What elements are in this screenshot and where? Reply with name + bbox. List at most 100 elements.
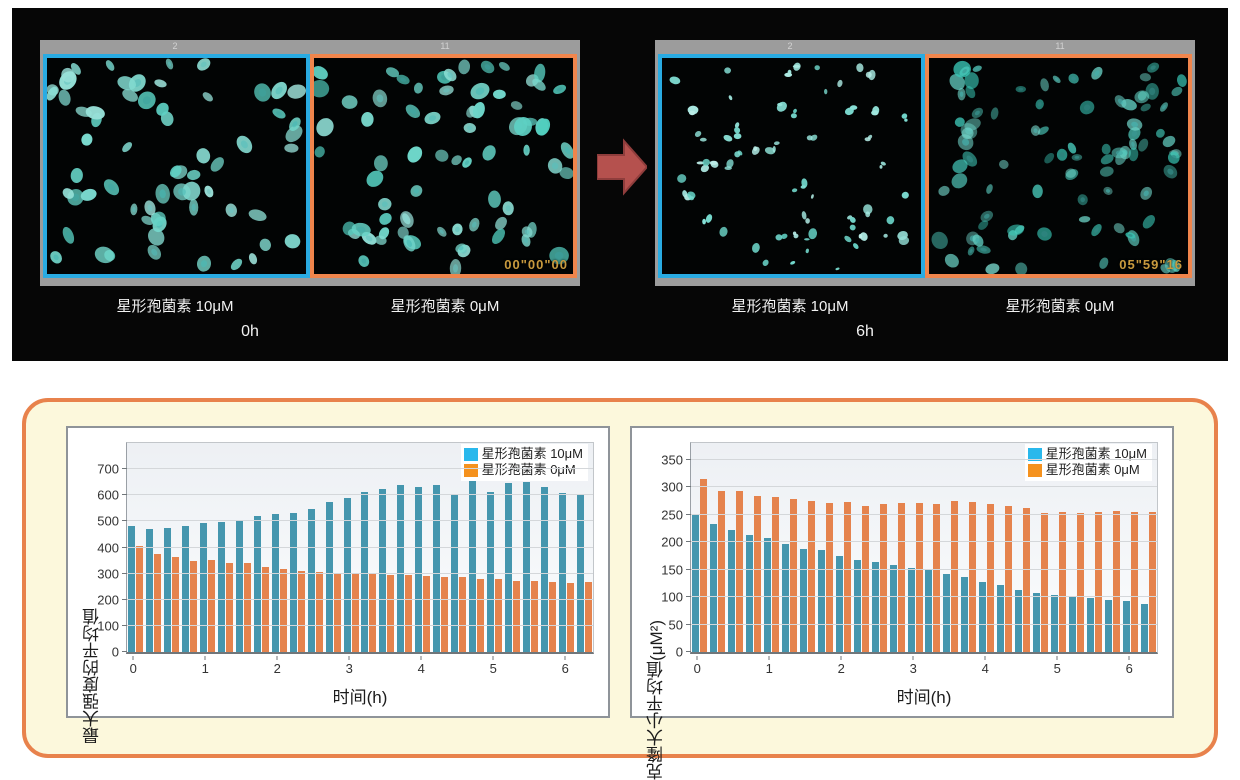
bar: [476, 579, 484, 652]
bar: [915, 502, 923, 652]
bar: [1130, 511, 1138, 652]
y-tick-mark: [122, 468, 127, 470]
bar-group: [1085, 443, 1103, 652]
bar: [1005, 506, 1013, 652]
bar: [933, 504, 941, 652]
cell-nuclei-image: [931, 60, 1187, 274]
bar-group: [127, 443, 145, 652]
bar-group: [217, 443, 235, 652]
bar: [200, 523, 208, 652]
timestamp-label: 00"00"00: [504, 257, 568, 272]
legend-swatch-icon: [1027, 447, 1042, 461]
x-tick-label: 6: [1125, 661, 1133, 676]
plot-area: 星形孢菌素 10μM 星形孢菌素 0μM 0 50 100 150 200 250 300 35…: [661, 442, 1158, 660]
cell-nuclei-image: [47, 58, 306, 272]
bar: [315, 571, 323, 652]
y-tick-label: 0: [675, 644, 683, 660]
filmstrip-6h: 2 11 05"59"16: [655, 40, 1195, 286]
bar: [540, 486, 548, 652]
legend-label: 星形孢菌素 0μM: [481, 462, 576, 477]
y-tick-mark: [686, 596, 691, 597]
bar: [907, 567, 915, 652]
legend-label: 星形孢菌素 0μM: [1045, 462, 1140, 477]
bar-group: [888, 443, 906, 652]
bar: [379, 488, 387, 652]
bar: [1112, 510, 1120, 652]
filmstrip-0h: 2 11 00"00"00: [40, 40, 580, 286]
bar-group: [360, 443, 378, 652]
plot-area: 星形孢菌素 10μM 星形孢菌素 0μM 0 100 200 300 400 500 600 7…: [97, 442, 594, 660]
bar: [271, 513, 279, 652]
bar: [879, 504, 887, 652]
x-tick-mark: [696, 656, 698, 660]
bar: [468, 480, 476, 652]
bar: [1076, 512, 1084, 652]
gridline: [127, 546, 593, 548]
bar: [218, 522, 226, 652]
x-tick-mark: [768, 656, 770, 660]
microscopy-image-10um-0h: [43, 54, 310, 278]
bar: [351, 574, 359, 652]
bar: [1094, 511, 1102, 652]
bar: [772, 497, 780, 652]
bar-group: [288, 443, 306, 652]
bar: [1148, 511, 1156, 652]
bar: [987, 504, 995, 652]
bar-group: [727, 443, 745, 652]
timestamp-label: 05"59"16: [1119, 257, 1183, 272]
bar: [387, 574, 395, 652]
x-tick-label: 0: [129, 661, 137, 676]
x-tick-label: 1: [201, 661, 209, 676]
gridline: [127, 624, 593, 626]
bar-group: [557, 443, 575, 652]
y-tick-mark: [686, 486, 691, 487]
bar: [807, 501, 815, 652]
y-tick-mark: [686, 623, 691, 625]
y-tick-label: 300: [97, 566, 119, 582]
x-tick-label: 2: [273, 661, 281, 676]
bar: [253, 515, 261, 652]
bar: [154, 554, 162, 652]
legend-swatch-icon: [1027, 463, 1042, 477]
y-tick-label: 600: [97, 487, 119, 503]
bar-series: [691, 443, 1157, 652]
bar-group: [485, 443, 503, 652]
x-axis-ticks: 0 1 2 3 4 5 6: [126, 656, 594, 678]
bar-group: [978, 443, 996, 652]
bar: [889, 565, 897, 652]
well-number-label: 2: [787, 41, 793, 51]
microscopy-panel: 2 11 00"00"00 星形孢菌素 10μM 星形孢菌素 0μM 0h 2 …: [12, 8, 1228, 361]
bar-group: [521, 443, 539, 652]
x-tick-label: 5: [489, 661, 497, 676]
time-label: 0h: [241, 323, 259, 340]
bar: [235, 520, 243, 652]
bar-group: [163, 443, 181, 652]
bar-series: [127, 443, 593, 652]
gridline: [691, 596, 1157, 597]
bar: [736, 490, 744, 652]
timepoint-group-0h: 2 11 00"00"00 星形孢菌素 10μM 星形孢菌素 0μM 0h: [40, 40, 580, 341]
x-tick-label: 2: [837, 661, 845, 676]
image-caption: 星形孢菌素 10μM: [116, 298, 234, 315]
x-axis-ticks: 0 1 2 3 4 5 6: [690, 656, 1158, 678]
y-tick-mark: [122, 494, 127, 496]
bar-group: [539, 443, 557, 652]
x-tick-mark: [132, 656, 134, 660]
y-tick-mark: [122, 520, 127, 522]
bar-group: [145, 443, 163, 652]
bar-group: [432, 443, 450, 652]
legend-swatch-icon: [463, 447, 478, 461]
bar: [710, 524, 718, 652]
bar: [746, 534, 754, 652]
bar: [226, 563, 234, 652]
y-tick-mark: [122, 598, 127, 600]
y-tick-mark: [122, 651, 127, 652]
bar: [289, 513, 297, 652]
y-tick-label: 150: [661, 562, 683, 577]
well-number-label: 2: [172, 41, 178, 51]
legend-label: 星形孢菌素 10μM: [1045, 446, 1147, 461]
bar-group: [306, 443, 324, 652]
bar: [979, 582, 987, 652]
bar: [190, 560, 198, 652]
y-tick-mark: [686, 541, 691, 542]
